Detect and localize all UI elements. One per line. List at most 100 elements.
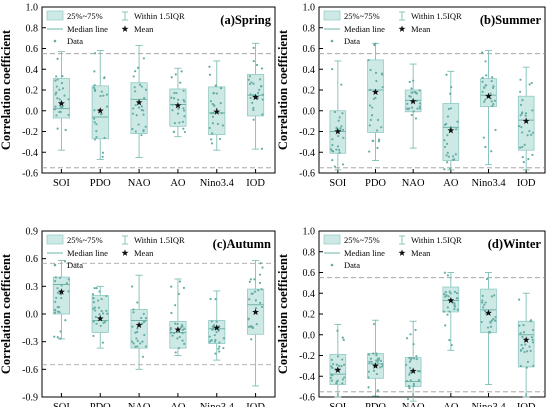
data-point: [331, 366, 334, 370]
data-point: [449, 107, 452, 110]
mean-star: [57, 99, 65, 107]
data-point: [484, 145, 487, 149]
data-point: [405, 107, 409, 110]
data-point: [447, 107, 450, 111]
panel-title: (b)Summer: [480, 13, 542, 27]
data-point: [408, 356, 411, 359]
x-tick-label: AO: [170, 402, 186, 407]
data-point: [133, 86, 136, 89]
data-point: [182, 109, 186, 112]
data-point: [261, 305, 264, 309]
data-point: [331, 144, 334, 147]
legend-iqr-swatch: [46, 10, 64, 21]
legend-iqr-swatch: [46, 234, 64, 245]
data-point: [252, 82, 255, 85]
data-point: [97, 299, 100, 302]
data-point: [177, 98, 180, 101]
data-point: [248, 280, 251, 283]
data-point: [92, 117, 96, 120]
x-tick-label: PDO: [365, 178, 386, 189]
data-point: [95, 136, 98, 139]
data-point: [521, 131, 524, 134]
data-point: [252, 106, 255, 110]
data-point: [181, 332, 184, 335]
data-point: [248, 75, 252, 78]
data-point: [410, 356, 413, 360]
data-point: [141, 340, 144, 343]
data-point: [95, 322, 98, 325]
data-point: [134, 70, 137, 73]
data-point: [53, 311, 57, 315]
data-point: [59, 330, 62, 333]
data-point: [519, 114, 522, 117]
data-point: [335, 126, 338, 129]
data-point: [258, 78, 262, 81]
data-point: [340, 364, 343, 368]
data-point: [379, 359, 383, 363]
data-point: [341, 382, 344, 385]
data-point: [59, 337, 62, 340]
data-point: [253, 278, 256, 281]
data-point: [519, 78, 522, 81]
data-point: [212, 91, 216, 95]
data-point: [521, 347, 525, 350]
data-point: [169, 326, 173, 330]
y-tick-label: -0.4: [299, 372, 315, 383]
data-point: [443, 139, 446, 142]
data-point: [56, 336, 59, 339]
data-point: [412, 382, 415, 386]
data-point: [522, 161, 525, 164]
data-point: [481, 294, 484, 298]
data-point: [446, 151, 449, 154]
data-point: [131, 285, 134, 288]
x-tick-label: NAO: [402, 402, 425, 407]
data-point: [56, 57, 59, 60]
data-point: [92, 86, 95, 89]
data-point: [331, 374, 334, 377]
data-point: [144, 88, 148, 91]
data-point: [480, 320, 483, 324]
legend-data-swatch: [330, 263, 334, 267]
data-point: [260, 288, 263, 291]
data-point: [92, 334, 95, 338]
data-point: [135, 114, 138, 117]
data-point: [367, 58, 370, 62]
data-point: [183, 327, 186, 330]
data-point: [408, 107, 411, 110]
data-point: [218, 345, 221, 348]
data-point: [171, 103, 174, 106]
data-point: [456, 297, 459, 300]
data-point: [99, 94, 102, 98]
data-point: [407, 385, 411, 388]
legend-whisker-label: Within 1.5IQR: [134, 11, 185, 21]
data-point: [443, 292, 446, 296]
data-point: [134, 331, 137, 334]
data-point: [376, 118, 380, 122]
data-point: [444, 291, 447, 294]
legend-iqr-label: 25%~75%: [344, 11, 380, 21]
data-point: [140, 105, 143, 108]
data-point: [101, 341, 104, 344]
data-point: [211, 102, 214, 106]
x-tick-label: NAO: [128, 402, 151, 407]
mean-star: [96, 315, 104, 322]
data-point: [409, 371, 412, 374]
data-point: [405, 337, 409, 340]
data-point: [485, 74, 488, 77]
data-point: [171, 334, 174, 337]
data-point: [416, 107, 419, 110]
data-point: [97, 306, 101, 309]
data-point: [519, 349, 523, 352]
data-point: [520, 343, 523, 347]
data-point: [529, 349, 532, 352]
data-point: [329, 148, 333, 151]
data-point: [100, 297, 103, 301]
data-point: [488, 331, 492, 334]
data-point: [415, 92, 418, 95]
data-point: [136, 327, 139, 330]
data-point: [341, 128, 345, 131]
data-point: [485, 277, 489, 281]
data-point: [105, 309, 108, 312]
x-tick-label: SOI: [329, 178, 346, 189]
data-point: [177, 107, 180, 110]
